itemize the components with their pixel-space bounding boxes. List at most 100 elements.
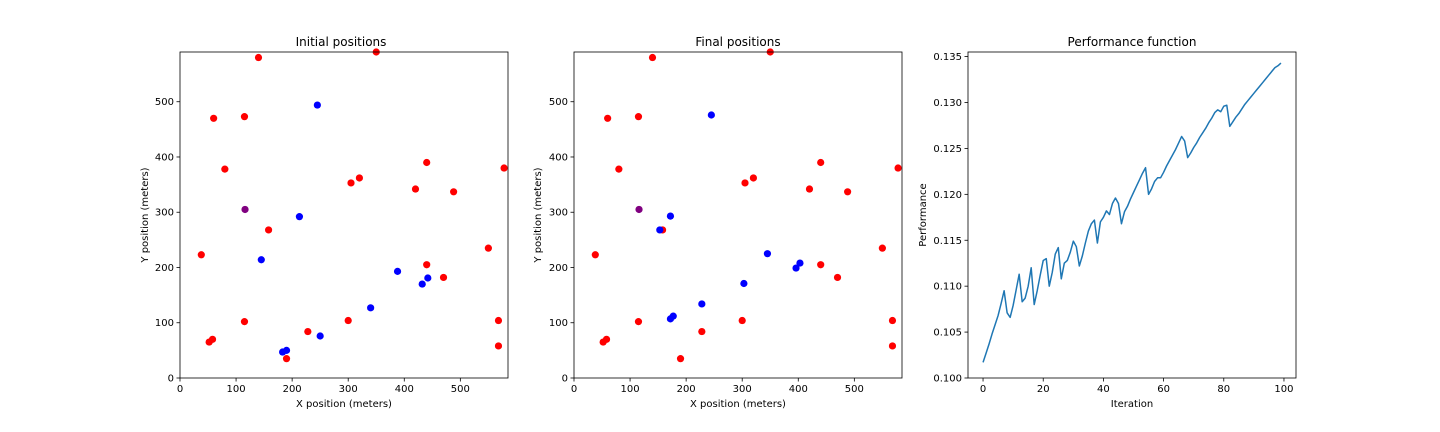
axes-frame: [179, 51, 509, 379]
scatter-point: [423, 261, 431, 269]
scatter-point: [450, 188, 458, 196]
chart-title: Performance function: [1068, 35, 1197, 49]
scatter-point: [347, 179, 355, 187]
plot-area-final: 0 100 200 300 400 500 0 100 200 300 400 500: [549, 48, 902, 395]
y-tick-label: 400: [549, 152, 568, 163]
x-tick-label: 0: [980, 384, 986, 395]
scatter-point: [423, 158, 431, 167]
scatter-point: [741, 179, 749, 187]
series-line: [982, 62, 1282, 363]
y-axis-label: Y position (meters): [140, 167, 151, 263]
x-tick-label: 300: [733, 384, 752, 395]
y-axis-label: Performance: [918, 183, 929, 246]
scatter-point: [295, 213, 304, 221]
y-tick-label: 200: [155, 263, 174, 274]
scatter-point: [484, 244, 492, 252]
scatter-point: [355, 174, 364, 182]
x-tick-label: 100: [1274, 384, 1293, 395]
scatter-point: [210, 114, 218, 122]
scatter-point: [888, 342, 897, 350]
x-tick-label: 200: [677, 384, 696, 395]
scatter-point: [817, 261, 825, 269]
panel-final-positions: Final positions 0 100 200 300 400 500 0 100 200 3…: [533, 35, 903, 410]
scatter-point: [316, 332, 324, 340]
scatter-point: [749, 174, 758, 182]
scatter-point: [304, 327, 312, 336]
x-tick-label: 200: [283, 384, 302, 395]
scatter-point: [240, 318, 249, 326]
plot-area-performance: 0 20 40 60 80 100 0.100 0.105 0.110 0.115 0.120 0.1…: [933, 52, 1293, 395]
y-tick-label: 0.130: [933, 98, 962, 109]
scatter-point: [257, 256, 265, 264]
y-tick-label: 100: [549, 318, 568, 329]
scatter-point: [698, 300, 706, 308]
scatter-point: [833, 273, 842, 282]
y-tick-label: 0.105: [933, 328, 962, 339]
scatter-point: [676, 355, 685, 363]
scatter-point: [500, 164, 508, 172]
scatter-point: [738, 316, 746, 325]
scatter-point: [615, 165, 623, 173]
scatter-point: [634, 113, 643, 121]
scatter-point: [424, 274, 432, 282]
y-tick-label: 500: [549, 97, 568, 108]
scatter-point: [418, 280, 426, 288]
scatter-point: [344, 316, 352, 325]
x-axis-label: Iteration: [1111, 399, 1153, 410]
scatter-point: [888, 316, 897, 325]
scatter-point: [282, 355, 291, 363]
y-tick-label: 0.110: [933, 282, 962, 293]
y-tick-label: 500: [155, 97, 174, 108]
scatter-point: [817, 158, 825, 167]
y-tick-label: 0.135: [933, 52, 962, 63]
scatter-point: [698, 327, 706, 336]
x-tick-label: 0: [571, 384, 577, 395]
y-axis-label: Y position (meters): [533, 167, 544, 263]
x-tick-label: 500: [451, 384, 470, 395]
scatter-point: [439, 273, 448, 282]
y-tick-label: 0: [168, 374, 174, 385]
axes-frame: [573, 51, 903, 379]
y-tick-label: 100: [155, 318, 174, 329]
x-tick-label: 300: [339, 384, 358, 395]
panel-initial-positions: Initial positions 0 100 200 300 400 500 0 100 20…: [140, 35, 509, 410]
scatter-point: [666, 212, 675, 220]
y-tick-label: 0.115: [933, 236, 962, 247]
scatter-point: [240, 113, 249, 121]
scatter-point: [740, 279, 748, 288]
scatter-point: [494, 342, 503, 350]
scatter-point: [763, 250, 772, 258]
scatter-point: [221, 165, 229, 173]
scatter-point: [599, 338, 607, 346]
x-tick-label: 400: [789, 384, 808, 395]
scatter-point: [878, 244, 886, 252]
scatter-point: [264, 226, 273, 234]
scatter-point: [792, 264, 800, 272]
scatter-point: [313, 101, 321, 109]
plot-area-initial: 0 100 200 300 400 500 0 100 200 300 400 500: [155, 48, 508, 395]
y-tick-label: 400: [155, 152, 174, 163]
x-tick-label: 500: [845, 384, 864, 395]
y-tick-label: 300: [155, 208, 174, 219]
panel-performance-function: Performance function 0 20 40 60 80 100 0.100 0.…: [918, 35, 1297, 410]
scatter-point: [494, 316, 503, 325]
y-tick-label: 0.120: [933, 190, 962, 201]
x-tick-label: 100: [227, 384, 246, 395]
x-axis-label: X position (meters): [690, 399, 786, 410]
scatter-point: [656, 226, 664, 234]
scatter-point: [707, 111, 715, 119]
y-tick-label: 300: [549, 208, 568, 219]
scatter-point: [197, 251, 205, 259]
chart-title: Final positions: [695, 35, 780, 49]
x-tick-label: 100: [621, 384, 640, 395]
x-tick-label: 20: [1037, 384, 1050, 395]
scatter-point: [367, 304, 375, 312]
y-tick-label: 0.100: [933, 374, 962, 385]
scatter-point: [894, 164, 902, 172]
scatter-point: [411, 185, 420, 193]
y-tick-label: 0: [562, 374, 568, 385]
x-tick-label: 400: [395, 384, 414, 395]
scatter-point: [279, 348, 287, 356]
scatter-point: [254, 53, 263, 62]
